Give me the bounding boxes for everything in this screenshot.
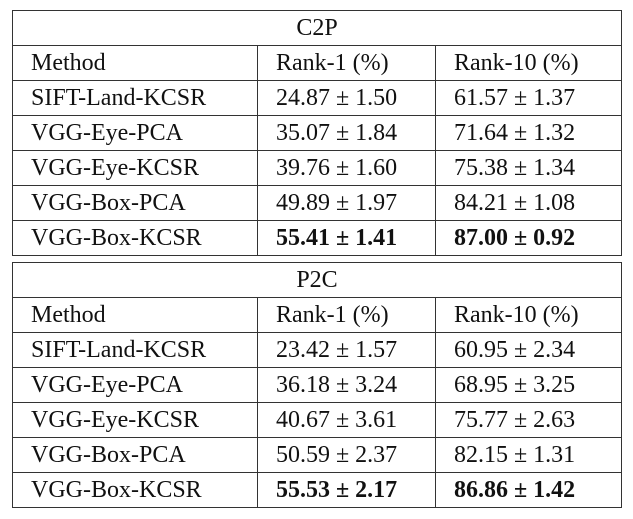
score-cell: 75.77 ± 2.63	[434, 402, 623, 438]
score-cell: 40.67 ± 3.61	[257, 402, 436, 438]
method-cell: VGG-Box-KCSR	[12, 220, 258, 256]
method-cell: VGG-Box-PCA	[12, 437, 258, 473]
data-row: VGG-Eye-KCSR 39.76 ± 1.60 75.38 ± 1.34	[12, 150, 623, 186]
score-cell: 39.76 ± 1.60	[257, 150, 436, 186]
score-cell: 49.89 ± 1.97	[257, 185, 436, 221]
results-table: P2C Method Rank-1 (%) Rank-10 (%) SIFT-Land-…	[11, 262, 623, 508]
data-row: SIFT-Land-KCSR 24.87 ± 1.50 61.57 ± 1.37	[12, 80, 623, 116]
score-cell: 50.59 ± 2.37	[257, 437, 436, 473]
method-cell: VGG-Box-PCA	[12, 185, 258, 221]
score-cell: 82.15 ± 1.31	[434, 437, 623, 473]
data-row: SIFT-Land-KCSR 23.42 ± 1.57 60.95 ± 2.34	[12, 332, 623, 368]
data-row: VGG-Eye-PCA 35.07 ± 1.84 71.64 ± 1.32	[12, 115, 623, 151]
score-cell: 55.41 ± 1.41	[257, 220, 436, 256]
data-row: VGG-Box-PCA 50.59 ± 2.37 82.15 ± 1.31	[12, 437, 623, 473]
table-body: C2P Method Rank-1 (%) Rank-10 (%) SIFT-Land-…	[11, 10, 623, 256]
score-cell: 68.95 ± 3.25	[434, 367, 623, 403]
method-cell: VGG-Box-KCSR	[12, 472, 258, 508]
score-cell: 61.57 ± 1.37	[434, 80, 623, 116]
results-table: C2P Method Rank-1 (%) Rank-10 (%) SIFT-Land-…	[11, 10, 623, 256]
method-cell: VGG-Eye-KCSR	[12, 402, 258, 438]
score-cell: 71.64 ± 1.32	[434, 115, 623, 151]
data-row: VGG-Box-KCSR 55.41 ± 1.41 87.00 ± 0.92	[12, 220, 623, 256]
score-cell: 55.53 ± 2.17	[257, 472, 436, 508]
title-row: C2P	[11, 10, 623, 46]
header-cell: Rank-1 (%)	[257, 45, 436, 81]
method-cell: SIFT-Land-KCSR	[12, 332, 258, 368]
method-cell: VGG-Eye-PCA	[12, 367, 258, 403]
method-cell: SIFT-Land-KCSR	[12, 80, 258, 116]
header-cell: Rank-10 (%)	[434, 297, 623, 333]
score-cell: 84.21 ± 1.08	[434, 185, 623, 221]
score-cell: 35.07 ± 1.84	[257, 115, 436, 151]
header-row: Method Rank-1 (%) Rank-10 (%)	[12, 297, 623, 333]
results-tables: C2P Method Rank-1 (%) Rank-10 (%) SIFT-Land-…	[11, 10, 623, 514]
data-row: VGG-Box-PCA 49.89 ± 1.97 84.21 ± 1.08	[12, 185, 623, 221]
score-cell: 23.42 ± 1.57	[257, 332, 436, 368]
header-cell: Rank-10 (%)	[434, 45, 623, 81]
title-row: P2C	[11, 262, 623, 298]
header-row: Method Rank-1 (%) Rank-10 (%)	[12, 45, 623, 81]
score-cell: 24.87 ± 1.50	[257, 80, 436, 116]
method-cell: VGG-Eye-KCSR	[12, 150, 258, 186]
table-title: P2C	[11, 262, 623, 298]
method-cell: VGG-Eye-PCA	[12, 115, 258, 151]
table-title: C2P	[11, 10, 623, 46]
score-cell: 75.38 ± 1.34	[434, 150, 623, 186]
table-body: P2C Method Rank-1 (%) Rank-10 (%) SIFT-Land-…	[11, 262, 623, 508]
data-row: VGG-Eye-KCSR 40.67 ± 3.61 75.77 ± 2.63	[12, 402, 623, 438]
header-cell: Rank-1 (%)	[257, 297, 436, 333]
header-cell: Method	[12, 297, 258, 333]
header-cell: Method	[12, 45, 258, 81]
score-cell: 60.95 ± 2.34	[434, 332, 623, 368]
data-row: VGG-Box-KCSR 55.53 ± 2.17 86.86 ± 1.42	[12, 472, 623, 508]
score-cell: 86.86 ± 1.42	[434, 472, 623, 508]
data-row: VGG-Eye-PCA 36.18 ± 3.24 68.95 ± 3.25	[12, 367, 623, 403]
score-cell: 36.18 ± 3.24	[257, 367, 436, 403]
score-cell: 87.00 ± 0.92	[434, 220, 623, 256]
